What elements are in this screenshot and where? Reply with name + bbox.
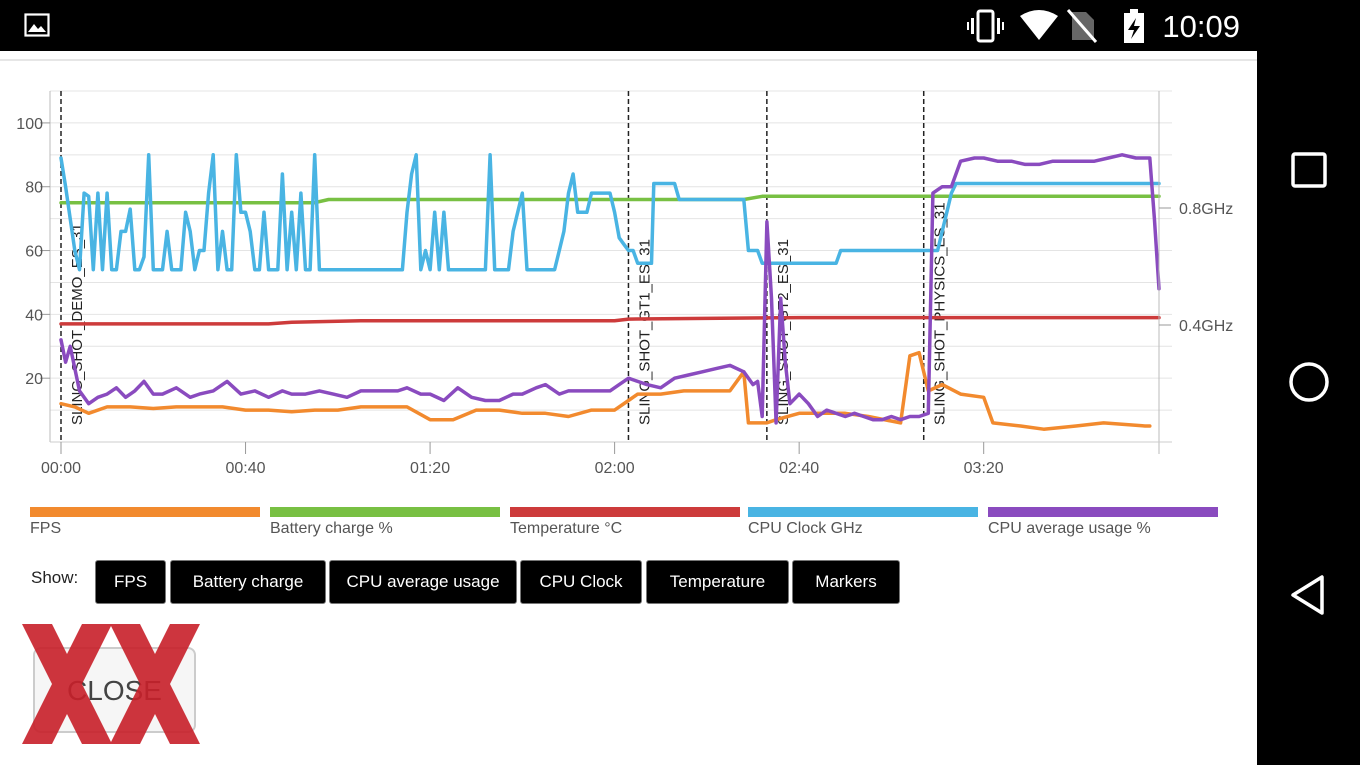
series-line-fps [59, 350, 1152, 431]
legend-item: Temperature °C [510, 507, 740, 547]
recents-square-icon[interactable] [1287, 148, 1331, 192]
legend-swatch [270, 507, 500, 517]
legend-swatch [510, 507, 740, 517]
show-label: Show: [31, 568, 79, 587]
legend-item: Battery charge % [270, 507, 500, 547]
x-tick-label: 00:40 [226, 460, 266, 477]
legend-swatch [30, 507, 260, 517]
legend-swatch [988, 507, 1218, 517]
close-area: CLOSE [20, 622, 202, 746]
status-bar: 10:09 [0, 0, 1257, 51]
vibrate-icon [967, 9, 1004, 43]
no-sim-icon [1066, 9, 1098, 43]
toggle-fps-button[interactable]: FPS [95, 560, 166, 604]
y-right-tick-label: 0.4GHz [1179, 318, 1233, 335]
home-circle-icon[interactable] [1287, 360, 1331, 404]
y-tick-label: 40 [25, 307, 43, 324]
toggle-cpu-clock-button[interactable]: CPU Clock [520, 560, 642, 604]
legend-label: Temperature °C [510, 520, 623, 537]
legend-label: CPU Clock GHz [748, 520, 863, 537]
legend-item: CPU Clock GHz [748, 507, 978, 547]
series-line-cpu-average-usage [59, 153, 1161, 425]
clock-time: 10:09 [1162, 9, 1240, 44]
legend-label: Battery charge % [270, 520, 393, 537]
divider [0, 59, 1257, 61]
series-line-temperature-c [59, 315, 1161, 326]
legend-label: CPU average usage % [988, 520, 1151, 537]
legend-item: FPS [30, 507, 260, 547]
legend-swatch [748, 507, 978, 517]
gallery-icon [24, 13, 50, 42]
x-tick-label: 03:20 [964, 460, 1004, 477]
marker-label: SLING_SHOT_GT1_ES_31 [636, 239, 653, 425]
double-x-overlay-icon [22, 624, 200, 744]
performance-chart: SLING_SHOT_DEMO_ES_31 SLING_SHOT_GT1_ES_3… [16, 90, 1233, 477]
x-tick-label: 02:40 [779, 460, 819, 477]
benchmark-chart-page: SLING_SHOT_DEMO_ES_31 SLING_SHOT_GT1_ES_3… [0, 51, 1257, 765]
y-tick-label: 60 [25, 244, 43, 261]
y-right-tick-label: 0.8GHz [1179, 201, 1233, 218]
x-tick-label: 02:00 [595, 460, 635, 477]
navigation-bar [1257, 0, 1360, 765]
toggle-temperature-button[interactable]: Temperature [646, 560, 789, 604]
series-line-cpu-clock-ghz [59, 153, 1161, 272]
status-icons [966, 8, 1151, 49]
series-line-battery-charge [59, 194, 1161, 205]
legend-item: CPU average usage % [988, 507, 1218, 547]
x-tick-label: 00:00 [41, 460, 81, 477]
toggle-battery-charge-button[interactable]: Battery charge [170, 560, 326, 604]
y-tick-label: 20 [25, 371, 43, 388]
wifi-icon [1020, 10, 1058, 40]
marker-label: SLING_SHOT_PHYSICS_ES_31 [932, 202, 949, 425]
battery-charging-icon [1124, 9, 1144, 43]
x-tick-label: 01:20 [410, 460, 450, 477]
back-triangle-icon[interactable] [1287, 573, 1331, 617]
y-tick-label: 80 [25, 180, 43, 197]
legend-label: FPS [30, 520, 62, 537]
toggle-markers-button[interactable]: Markers [792, 560, 900, 604]
y-tick-label: 100 [16, 116, 43, 133]
toggle-cpu-average-usage-button[interactable]: CPU average usage [329, 560, 517, 604]
